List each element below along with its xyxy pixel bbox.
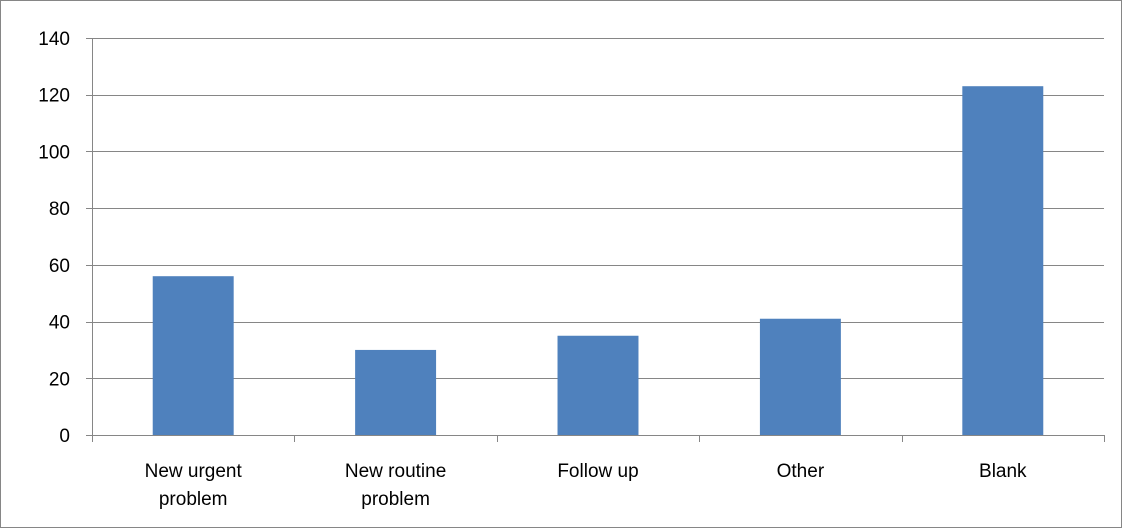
y-tick-label: 120 [38, 86, 70, 107]
x-category-label: Blank [979, 461, 1027, 482]
x-category-label-line: Follow up [557, 461, 638, 482]
x-category-label: Other [777, 461, 825, 482]
x-category-label-line: problem [159, 489, 228, 510]
x-category-label: Follow up [557, 461, 638, 482]
gridlines [92, 38, 1104, 379]
y-tick-label: 0 [59, 426, 70, 447]
bar-0 [152, 276, 234, 435]
y-tick-label: 60 [49, 256, 70, 277]
x-category-label-line: New routine [345, 461, 446, 482]
y-tick-label: 20 [49, 369, 70, 390]
x-category-label-line: New urgent [145, 461, 243, 482]
bar-2 [557, 335, 639, 435]
x-category-label-line: Other [777, 461, 825, 482]
y-tick-label: 80 [49, 199, 70, 220]
x-category-labels: New urgent problem New routine problem Follo… [145, 461, 1027, 510]
bar-3 [759, 318, 841, 435]
bar-1 [355, 349, 437, 435]
x-category-label: New urgent problem [145, 461, 243, 510]
bar-4 [962, 86, 1044, 435]
x-category-label: New routine problem [345, 461, 446, 510]
x-category-label-line: Blank [979, 461, 1027, 482]
y-tick-labels: 0 20 40 60 80 100 120 140 [38, 29, 70, 447]
y-tick-label: 40 [49, 313, 70, 334]
bars [152, 86, 1044, 435]
axes [86, 38, 1105, 442]
x-category-label-line: problem [361, 489, 430, 510]
y-tick-label: 100 [38, 142, 70, 163]
y-tick-label: 140 [38, 29, 70, 50]
